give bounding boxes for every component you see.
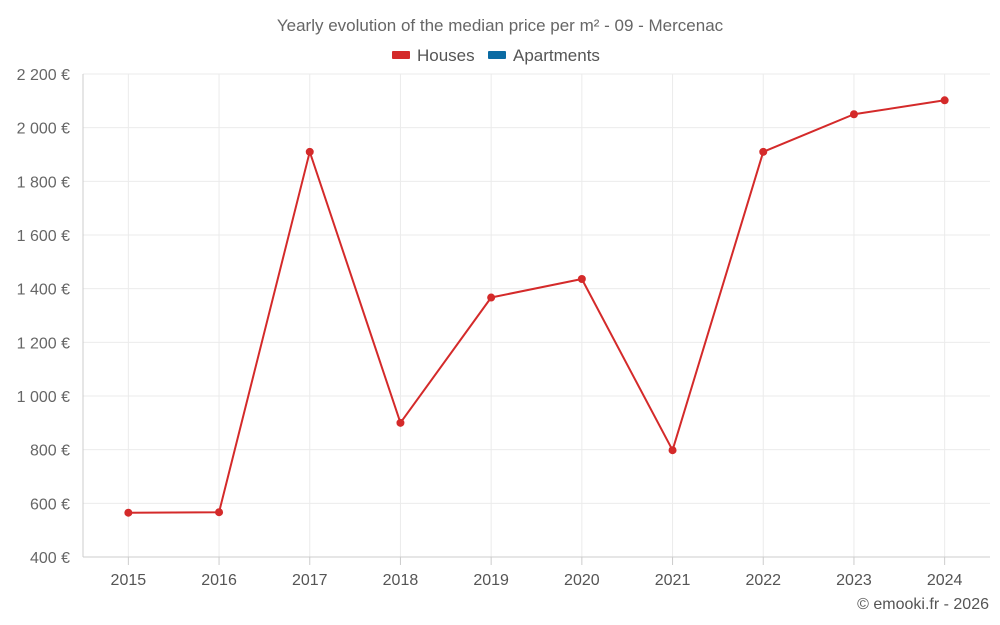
y-tick-label: 1 200 € [17, 335, 70, 352]
y-tick-label: 800 € [30, 443, 70, 460]
data-point-houses[interactable] [396, 418, 405, 427]
y-tick-label: 2 000 € [17, 121, 70, 138]
y-tick-label: 2 200 € [17, 67, 70, 84]
data-point-houses[interactable] [577, 275, 586, 284]
y-tick-label: 1 400 € [17, 282, 70, 299]
data-point-houses[interactable] [215, 508, 224, 517]
data-point-houses[interactable] [940, 96, 949, 105]
legend-label-houses: Houses [417, 46, 475, 65]
legend-item-houses[interactable]: Houses [392, 46, 475, 65]
x-tick-label: 2022 [745, 572, 781, 589]
chart-title: Yearly evolution of the median price per… [277, 16, 724, 35]
y-tick-label: 600 € [30, 496, 70, 513]
y-axis: 400 € 600 € 800 € 1 000 € 1 200 € 1 400 € 1 60… [17, 67, 84, 567]
x-tick-label: 2015 [111, 572, 147, 589]
x-tick-label: 2016 [201, 572, 237, 589]
series-line-houses [127, 99, 946, 514]
data-point-houses[interactable] [487, 293, 496, 302]
legend-swatch-houses [392, 51, 410, 59]
x-tick-label: 2023 [836, 572, 872, 589]
y-tick-label: 400 € [30, 550, 70, 567]
legend: Houses Apartments [392, 46, 600, 65]
y-tick-label: 1 800 € [17, 174, 70, 191]
x-tick-label: 2021 [655, 572, 691, 589]
legend-item-apartments[interactable]: Apartments [488, 46, 600, 65]
x-tick-label: 2017 [292, 572, 328, 589]
data-point-houses[interactable] [124, 508, 133, 517]
data-point-houses[interactable] [668, 446, 677, 455]
x-tick-label: 2024 [927, 572, 963, 589]
x-tick-label: 2018 [383, 572, 419, 589]
y-tick-label: 1 000 € [17, 389, 70, 406]
x-tick-label: 2019 [473, 572, 509, 589]
grid [83, 73, 990, 557]
data-point-houses[interactable] [849, 110, 858, 119]
series [124, 96, 949, 517]
y-tick-label: 1 600 € [17, 228, 70, 245]
legend-label-apartments: Apartments [513, 46, 600, 65]
credit-text: © emooki.fr - 2026 [857, 596, 989, 613]
x-axis: 2015 2016 2017 2018 2019 2020 2021 2022 2023 2024 [83, 556, 990, 589]
x-tick-label: 2020 [564, 572, 600, 589]
legend-swatch-apartments [488, 51, 506, 59]
data-point-houses[interactable] [305, 147, 314, 156]
data-point-houses[interactable] [759, 147, 768, 156]
